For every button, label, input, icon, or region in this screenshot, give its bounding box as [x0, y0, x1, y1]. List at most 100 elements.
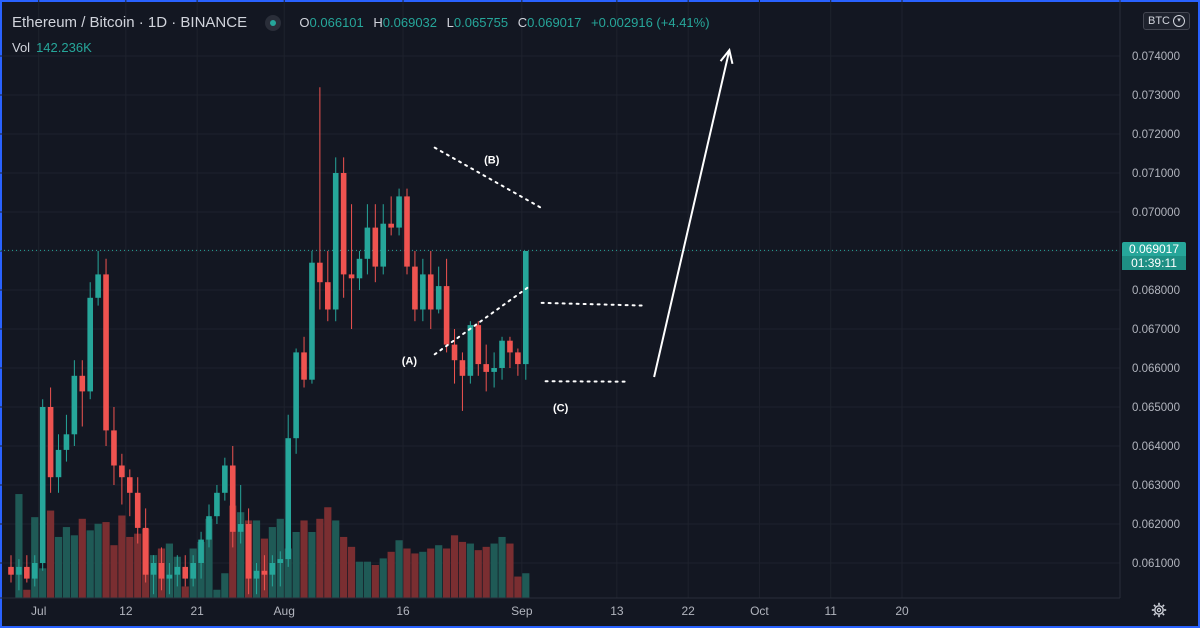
candles — [8, 87, 529, 595]
open-label: O — [299, 15, 310, 30]
volume-bar — [78, 518, 86, 598]
candle-body — [293, 352, 299, 439]
candle-body — [309, 262, 315, 380]
volume-bar — [403, 548, 411, 598]
candle-body — [475, 325, 482, 365]
volume-bar — [70, 535, 78, 598]
candle-body — [214, 492, 220, 517]
volume-bar — [86, 530, 94, 598]
candle-body — [515, 352, 521, 365]
candle-body — [388, 223, 394, 228]
wave-label: (A) — [402, 355, 418, 367]
volume-legend: Vol 142.236K — [12, 40, 92, 55]
volume-bar — [324, 507, 332, 598]
volume-bar — [332, 520, 340, 598]
candle-body — [467, 325, 474, 376]
currency-badge[interactable]: BTC ▾ — [1143, 12, 1190, 31]
volume-bar — [506, 543, 514, 598]
candle-body — [24, 566, 30, 579]
volume-bar — [482, 546, 490, 598]
volume-bar — [252, 520, 261, 598]
wave-label: (B) — [484, 154, 500, 166]
volume-bar — [522, 573, 530, 598]
candle-body — [206, 516, 212, 540]
volume-bar — [237, 512, 245, 598]
candle-body — [190, 563, 196, 579]
projection-arrow — [653, 49, 731, 378]
y-tick-label: 0.064000 — [1132, 441, 1180, 453]
candle-body — [253, 570, 260, 579]
volume-bar — [443, 548, 451, 598]
volume-bar — [308, 532, 316, 598]
volume-bar — [466, 543, 474, 598]
volume-label: Vol — [12, 40, 31, 55]
ohlc-values: O0.066101 H0.069032 L0.065755 C0.069017 … — [299, 15, 715, 30]
candle-body — [158, 563, 165, 579]
low-value: 0.065755 — [453, 15, 509, 30]
candle-body — [31, 563, 38, 579]
volume-bar — [395, 540, 403, 598]
volume-bar — [379, 558, 387, 598]
candle-body — [47, 407, 54, 478]
x-tick-label: Oct — [750, 604, 769, 618]
candle-body — [372, 227, 379, 267]
x-tick-label: 21 — [190, 604, 204, 618]
y-tick-label: 0.068000 — [1132, 285, 1180, 297]
trendline-b-upper — [433, 146, 543, 210]
volume-bar — [54, 536, 63, 598]
last-price-tag: 0.069017 01:39:11 — [1122, 242, 1186, 271]
y-tick-label: 0.065000 — [1132, 402, 1180, 414]
candle-body — [134, 492, 141, 528]
volume-bar — [181, 586, 189, 598]
volume-bar — [427, 548, 435, 598]
volume-bar — [23, 589, 31, 598]
wave-label: (C) — [553, 403, 569, 415]
volume-bar — [94, 523, 102, 598]
candle-body — [435, 286, 442, 310]
volume-bar — [39, 568, 47, 598]
low-label: L — [446, 15, 454, 30]
candle-body — [119, 465, 125, 478]
candle-body — [277, 559, 284, 563]
candle-body — [491, 368, 497, 372]
change-value: +0.002916 (+4.41%) — [591, 15, 710, 30]
volume-bar — [474, 550, 482, 598]
candle-body — [229, 465, 236, 532]
candle-body — [142, 527, 149, 575]
candle-body — [483, 364, 489, 372]
candle-body — [166, 574, 173, 579]
candle-body — [404, 196, 410, 267]
volume-bar — [292, 532, 300, 598]
volume-bar — [435, 545, 443, 598]
countdown-value: 01:39:11 — [1122, 256, 1186, 271]
candle-body — [8, 566, 14, 575]
trendline-a-lower — [433, 285, 531, 356]
volume-bar — [15, 494, 23, 598]
y-tick-label: 0.072000 — [1132, 129, 1180, 141]
open-value: 0.066101 — [309, 15, 364, 30]
time-axis[interactable]: Jul 12 21 Aug 16 Sep 13 22 Oct 11 20 — [0, 597, 1120, 618]
candle-body — [285, 438, 291, 560]
volume-bar — [221, 573, 229, 598]
candle-body — [150, 563, 157, 575]
last-price-value: 0.069017 — [1128, 242, 1180, 257]
volume-bar — [62, 527, 71, 598]
x-tick-label: 16 — [396, 604, 410, 618]
volume-bar — [490, 543, 498, 598]
volume-bar — [371, 565, 379, 598]
price-axis[interactable]: 0.061000 0.062000 0.063000 0.064000 0.065000… — [1119, 0, 1180, 598]
candle-body — [55, 449, 62, 478]
volume-bar — [47, 510, 55, 598]
candle-body — [111, 430, 117, 466]
close-label: C — [517, 15, 528, 30]
symbol-title[interactable]: Ethereum / Bitcoin · 1D · BINANCE — [12, 14, 248, 31]
volume-bar — [134, 533, 142, 598]
gear-icon[interactable] — [1151, 602, 1167, 618]
market-status-icon[interactable] — [265, 15, 282, 32]
y-tick-label: 0.066000 — [1132, 363, 1180, 375]
candle-body — [325, 282, 331, 310]
volume-bar — [300, 520, 308, 598]
drawings: (A) (B) (C) — [402, 47, 734, 415]
